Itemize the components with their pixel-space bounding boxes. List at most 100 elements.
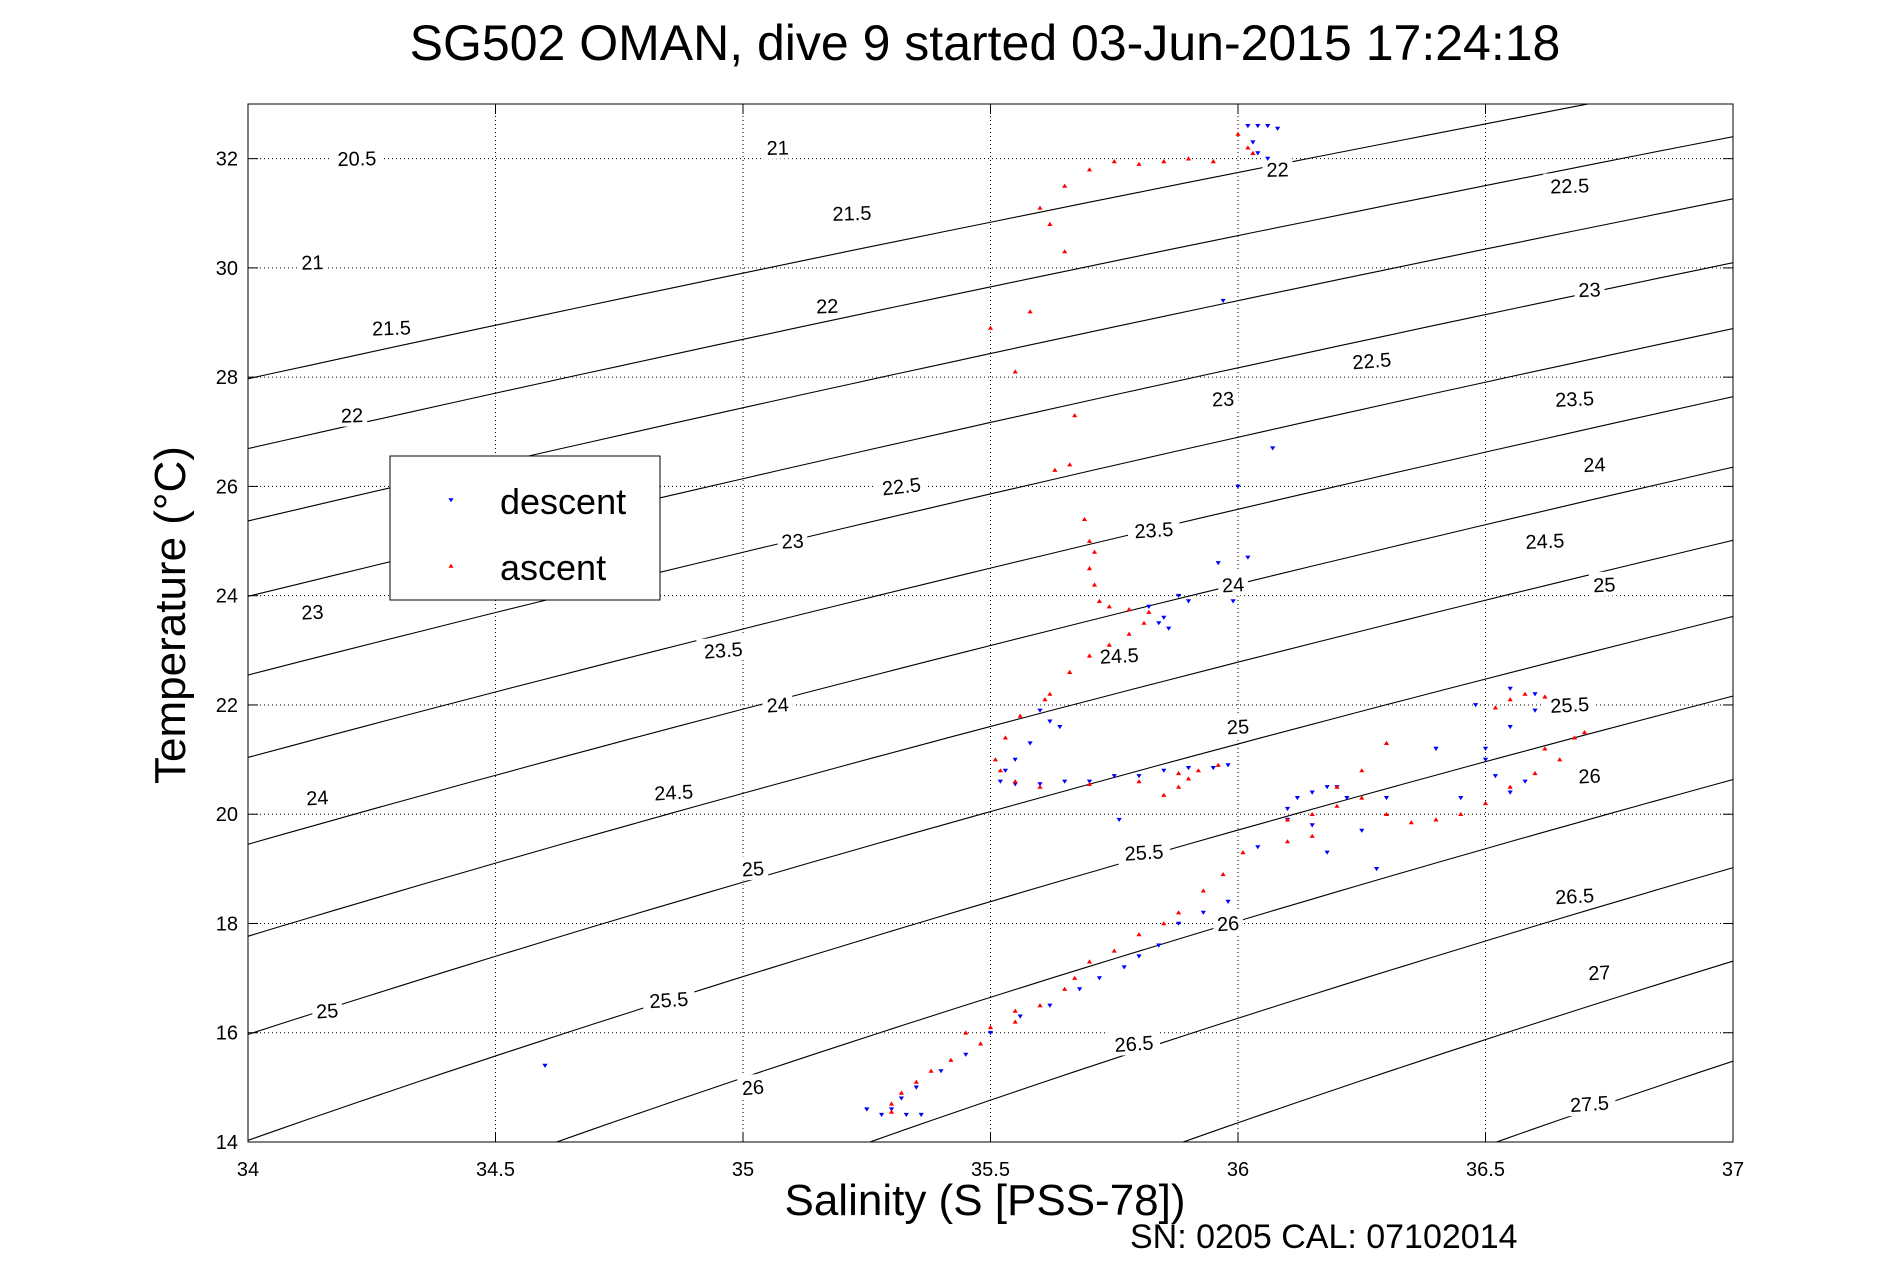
ascent-point (1062, 183, 1068, 188)
contour-label-bg (1207, 385, 1239, 411)
descent-point (1482, 746, 1489, 751)
contour-label: 22.5 (881, 474, 922, 500)
descent-point (1532, 692, 1538, 697)
ascent-point (1210, 159, 1216, 164)
descent-point (1324, 850, 1330, 855)
descent-point (1270, 446, 1276, 451)
contour-label: 26 (1578, 765, 1601, 788)
contour-label-group: 22 (336, 401, 368, 428)
ascent-point (1027, 309, 1033, 314)
y-tick-label: 22 (216, 695, 238, 717)
contour-label-group: 26.5 (1547, 881, 1602, 909)
chart-title: SG502 OMAN, dive 9 started 03-Jun-2015 1… (410, 15, 1561, 71)
ascent-point (1250, 150, 1256, 155)
ascent-point (1161, 159, 1167, 164)
descent-point (1176, 593, 1182, 598)
descent-point (1086, 779, 1093, 784)
ascent-point (1091, 582, 1098, 587)
contour-label-group: 25.5 (641, 985, 696, 1013)
ascent-point (1522, 691, 1528, 696)
legend-box (389, 455, 661, 601)
contour-label-group: 22 (811, 292, 843, 319)
descent-point (903, 1112, 909, 1117)
isopycnal-line (248, 136, 1733, 450)
contour-label: 22 (816, 296, 839, 319)
descent-point (963, 1052, 969, 1057)
descent-point (1255, 845, 1261, 850)
ascent-point (1086, 781, 1093, 786)
y-tick-label: 28 (216, 367, 238, 389)
descent-point (1383, 796, 1390, 801)
contour-label: 23.5 (703, 639, 744, 664)
descent-point (1359, 828, 1365, 833)
contour-label-bg (1562, 1089, 1617, 1117)
ascent-point (1141, 620, 1147, 625)
descent-point (1507, 725, 1513, 730)
contour-label: 24.5 (1525, 530, 1565, 554)
contour-label-bg (874, 470, 929, 501)
isopycnal-line (554, 779, 1733, 1142)
descent-point (1522, 779, 1528, 784)
contour-label: 25 (315, 1000, 339, 1023)
ascent-point (1200, 888, 1206, 893)
contour-label-group: 23 (296, 598, 328, 625)
ascent-point (1012, 1019, 1018, 1024)
ascent-point (1359, 795, 1365, 800)
ascent-point (1111, 948, 1117, 953)
y-tick-label: 14 (216, 1132, 238, 1154)
ascent-point (1126, 631, 1132, 636)
contour-label-bg (1547, 881, 1602, 909)
plot-area: 20.5 21 21 21.5 21.5 22 22 22 22.5 22.5 22.5 23 23 23… (216, 103, 1744, 1181)
descent-point (1185, 599, 1192, 604)
ascent-point (1532, 770, 1538, 776)
descent-point (1002, 768, 1008, 773)
contour-label: 21.5 (832, 203, 872, 226)
contour-label: 23 (1578, 279, 1601, 302)
contour-label-bg (1583, 958, 1615, 985)
descent-point (1458, 796, 1464, 801)
descent-point (938, 1069, 944, 1074)
descent-point (1284, 806, 1291, 812)
contour-label-group: 21.5 (825, 199, 879, 226)
contour-label: 25.5 (1550, 694, 1590, 718)
descent-point (1210, 766, 1216, 771)
ascent-point (1433, 817, 1439, 822)
descent-point (913, 1085, 919, 1090)
ascent-point (1383, 811, 1390, 816)
contour-label-group: 26 (736, 1073, 769, 1100)
ascent-point (1284, 817, 1291, 822)
ascent-point (1185, 156, 1192, 161)
ascent-point (1176, 910, 1182, 915)
contour-label-group: 26.5 (1107, 1029, 1161, 1057)
contour-label: 27 (1588, 962, 1611, 985)
descent-point (1235, 484, 1241, 489)
contour-label: 22.5 (1351, 349, 1392, 374)
contour-label-group: 24 (761, 690, 794, 718)
contour-label-bg (647, 777, 701, 805)
descent-point (542, 1063, 548, 1068)
plot-background (248, 104, 1733, 1142)
ascent-point (978, 1041, 984, 1046)
ascent-point (1047, 691, 1053, 696)
descent-point (1200, 910, 1206, 915)
ascent-point (1062, 986, 1068, 991)
contour-label: 27.5 (1569, 1093, 1609, 1118)
y-tick-label: 18 (216, 913, 238, 935)
ascent-point (1359, 768, 1365, 773)
ascent-point (1334, 784, 1340, 789)
contour-label-bg (737, 854, 769, 881)
ascent-point (1067, 669, 1073, 674)
contour-label-group: 22.5 (874, 470, 929, 501)
ascent-point (1081, 516, 1088, 521)
contour-label-group: 22.5 (1543, 172, 1596, 198)
contour-label-group: 23.5 (696, 635, 750, 664)
ascent-point (1542, 746, 1548, 751)
contour-label: 23.5 (1555, 388, 1595, 412)
contour-label-bg (1092, 641, 1146, 669)
ascent-point (1383, 740, 1390, 745)
contour-label-bg (811, 292, 843, 318)
legend-marker-ascent (448, 563, 454, 568)
ascent-point (1106, 604, 1112, 609)
isopycnal-line (248, 466, 1733, 845)
contour-label-group: 23 (1207, 385, 1239, 411)
